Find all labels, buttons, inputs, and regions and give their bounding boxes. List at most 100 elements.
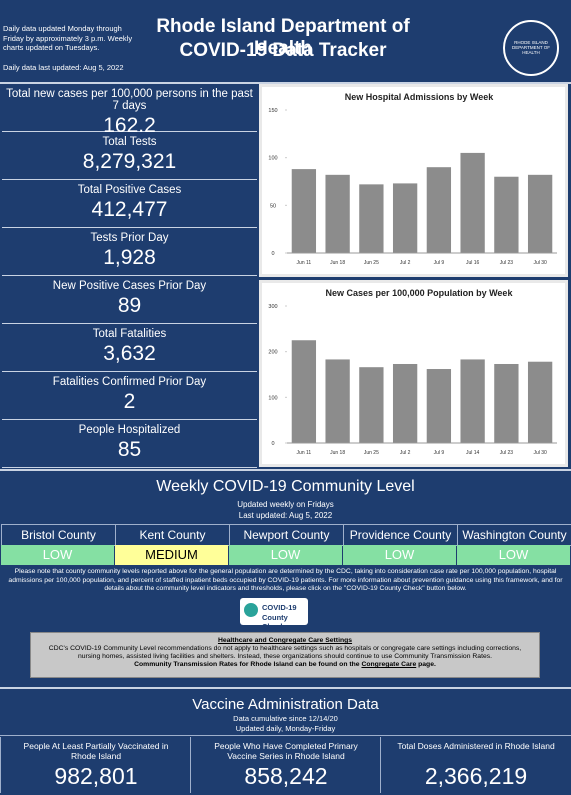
stat-box: Fatalities Confirmed Prior Day 2 [2,372,257,420]
bar [426,167,452,253]
bar [325,359,350,443]
button-text: County Check [262,613,288,631]
vaccine-value: 982,801 [54,763,138,789]
settings-box: Healthcare and Congregate Care Settings … [30,632,540,678]
bar [392,183,418,253]
y-tick-label: 0 [271,251,274,257]
box-bold: Community Transmission Rates for Rhode I… [134,661,360,668]
stat-label: Fatalities Confirmed Prior Day [52,376,207,388]
x-tick-label: Jul 30 [533,450,547,456]
subtitle: Last updated: Aug 5, 2022 [238,511,333,520]
x-tick-label: Jun 11 [297,260,312,266]
divider [0,82,571,84]
vaccine-box: People Who Have Completed Primary Vaccin… [190,737,381,793]
county-name: Bristol County [1,524,116,546]
box-title: Healthcare and Congregate Care Settings [217,637,353,644]
x-tick-label: Jul 9 [434,450,445,456]
logo-text: RHODE ISLAND DEPARTMENT OF HEALTH [511,40,550,55]
stat-box: Tests Prior Day 1,928 [2,228,257,276]
county-level: MEDIUM [115,545,228,565]
stat-box: Total Tests 8,279,321 [2,132,257,180]
section-title: Weekly COVID-19 Community Level [156,478,415,495]
bar [291,340,317,443]
divider [0,687,571,689]
stat-label: Total Fatalities [92,328,167,340]
y-tick-label: 300 [268,304,277,310]
last-updated: Daily data last updated: Aug 5, 2022 [3,63,124,72]
stat-value: 412,477 [91,198,168,221]
stat-label: New Positive Cases Prior Day [52,280,207,292]
x-tick-label: Jun 25 [364,450,379,456]
stat-box: Total Fatalities 3,632 [2,324,257,372]
county-name: Newport County [229,524,344,546]
stat-label: People Hospitalized [78,424,181,436]
update-note: Daily data updated Monday through Friday… [3,24,133,52]
title: Rhode Island Department of Health [156,16,410,59]
stat-label: Tests Prior Day [90,232,169,244]
chart-panel: New Hospital Admissions by Week 0 50 100 150… [259,84,568,277]
y-tick-label: 150 [268,108,277,114]
section-title: Vaccine Administration Data [192,696,379,713]
box-text: CDC's COVID-19 Community Level recommend… [48,645,522,660]
subtitle: Updated weekly on Fridays [237,500,334,509]
x-tick-label: Jul 23 [500,260,514,266]
congregate-care-link[interactable]: Congregate Care [361,661,417,668]
box-bold: page. [418,661,436,668]
stat-value: 3,632 [103,342,156,365]
county-level: LOW [343,545,456,565]
chart-panel: New Cases per 100,000 Population by Week… [259,280,568,467]
x-tick-label: Jul 14 [466,450,480,456]
chart-title: New Cases per 100,000 Population by Week [326,288,514,298]
logo: RHODE ISLAND DEPARTMENT OF HEALTH [503,20,559,76]
y-tick-label: 100 [268,156,277,162]
divider [0,469,571,471]
stat-box: Total new cases per 100,000 persons in t… [2,84,257,137]
divider [0,735,571,736]
vaccine-value: 2,366,219 [424,763,528,789]
y-tick-label: 50 [270,203,276,209]
bar [494,363,519,443]
county-name: Providence County [343,524,458,546]
vaccine-box: People At Least Partially Vaccinated in … [0,737,191,793]
x-tick-label: Jul 16 [466,260,480,266]
chart-title: New Hospital Admissions by Week [345,92,495,102]
x-tick-label: Jun 18 [330,450,345,456]
county-level: LOW [229,545,342,565]
bar [426,369,452,443]
stat-value: 89 [117,294,142,317]
x-tick-label: Jul 9 [434,260,445,266]
vaccine-label: People Who Have Completed Primary Vaccin… [214,741,358,761]
x-tick-label: Jun 18 [330,260,345,266]
vaccine-label: Total Doses Administered in Rhode Island [397,741,555,751]
county-level: LOW [1,545,114,565]
subtitle: Data cumulative since 12/14/20 [233,714,338,723]
bar [494,176,519,253]
stat-box: People Hospitalized 85 [2,420,257,468]
y-tick-label: 100 [268,395,277,401]
stat-box: Total Positive Cases 412,477 [2,180,257,228]
county-name: Washington County [457,524,571,546]
x-tick-label: Jul 23 [500,450,514,456]
x-tick-label: Jun 11 [297,450,312,456]
vaccine-label: People At Least Partially Vaccinated in … [23,741,169,761]
bar [527,174,553,253]
county-name: Kent County [115,524,230,546]
stat-value: 1,928 [103,246,156,269]
county-check-button[interactable]: COVID-19 County Check [240,598,308,631]
bar [460,152,485,253]
stat-label: Total Positive Cases [77,184,182,196]
note: Please note that county community levels… [8,568,563,592]
county-level: LOW [457,545,570,565]
stat-value: 162.2 [103,114,156,137]
bar [359,184,384,253]
title: COVID-19 Data Tracker [179,40,387,61]
y-tick-label: 200 [268,350,277,356]
vaccine-box: Total Doses Administered in Rhode Island… [380,737,571,793]
x-tick-label: Jun 25 [364,260,379,266]
chart: New Hospital Admissions by Week 0 50 100 150… [262,87,565,274]
bar [291,169,317,253]
stat-label: Total Tests [102,136,157,148]
stat-value: 2 [123,390,136,413]
bar [325,174,350,253]
